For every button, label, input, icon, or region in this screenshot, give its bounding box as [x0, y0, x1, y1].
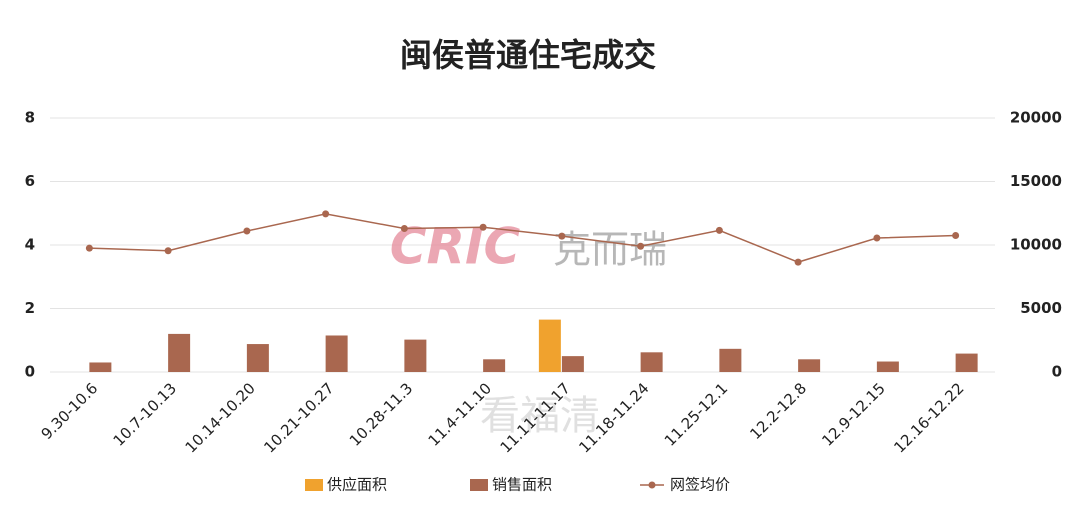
x-tick-label: 12.2-12.8: [746, 379, 810, 443]
y-tick-label: 6: [25, 172, 35, 190]
line-point: [873, 234, 881, 242]
line-point: [794, 258, 802, 266]
legend-swatch: [470, 479, 488, 491]
line-point: [322, 210, 330, 218]
line-point: [715, 226, 723, 234]
bar: [538, 319, 561, 372]
bar: [955, 353, 978, 372]
x-tick-label: 10.21-10.27: [260, 379, 337, 456]
line-point: [243, 227, 251, 235]
x-tick-label: 11.25-12.1: [661, 379, 732, 450]
line-point: [164, 247, 172, 255]
legend-swatch: [305, 479, 323, 491]
y-tick-label: 8: [25, 109, 35, 127]
x-tick-label: 10.7-10.13: [110, 379, 181, 450]
bar: [89, 362, 112, 372]
bar: [246, 344, 269, 372]
bar: [719, 348, 742, 372]
x-tick-label: 12.9-12.15: [818, 379, 889, 450]
y-tick-label: 4: [25, 236, 35, 254]
bar: [876, 361, 899, 372]
x-tick-label: 10.28-11.3: [346, 379, 417, 450]
line-point: [637, 242, 645, 250]
watermark: 克而瑞: [553, 228, 667, 272]
y2-tick-label: 0: [1052, 363, 1062, 381]
legend-label: 销售面积: [492, 476, 552, 494]
watermark: CRIC: [390, 218, 521, 276]
chart-title: 闽侯普通住宅成交: [400, 36, 656, 74]
watermark: 看福清: [480, 393, 600, 439]
line-point: [558, 232, 566, 240]
y2-tick-label: 10000: [1010, 236, 1062, 254]
y-tick-label: 0: [25, 363, 35, 381]
legend-label: 网签均价: [670, 476, 730, 494]
x-tick-label: 9.30-10.6: [38, 379, 102, 443]
bar: [325, 335, 348, 372]
y2-tick-label: 15000: [1010, 172, 1062, 190]
line-point: [479, 223, 487, 231]
legend-swatch: [648, 481, 656, 489]
y2-tick-label: 20000: [1010, 109, 1062, 127]
line-point: [400, 224, 408, 232]
bar: [561, 356, 584, 372]
bar: [168, 333, 191, 372]
bar: [640, 352, 663, 372]
line-point: [85, 244, 93, 252]
y-tick-label: 2: [25, 299, 35, 317]
x-tick-label: 10.14-10.20: [182, 379, 259, 456]
line: [89, 213, 956, 263]
bar: [404, 339, 427, 372]
legend-label: 供应面积: [327, 476, 387, 494]
bar: [483, 359, 506, 372]
bar: [798, 359, 821, 372]
x-tick-label: 12.16-12.22: [890, 379, 967, 456]
line-point: [952, 231, 960, 239]
y2-tick-label: 5000: [1020, 299, 1062, 317]
